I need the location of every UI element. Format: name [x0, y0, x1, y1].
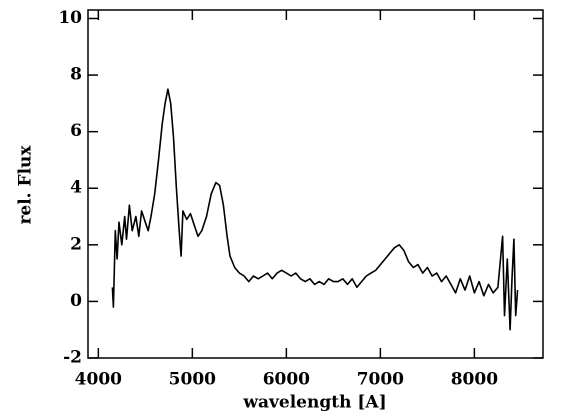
x-tick-label: 6000 [263, 370, 310, 390]
y-tick-label: 6 [70, 121, 82, 141]
y-tick-label: 4 [70, 178, 82, 198]
x-tick-label: 5000 [169, 370, 216, 390]
y-tick-label: 10 [58, 8, 82, 28]
plot-frame [87, 9, 544, 359]
y-tick-label: -2 [63, 348, 82, 368]
spectrum-line [111, 88, 519, 331]
x-tick-label: 8000 [451, 370, 498, 390]
y-tick-label: 0 [70, 291, 82, 311]
y-axis-label: rel. Flux [16, 145, 36, 225]
x-tick-label: 7000 [357, 370, 404, 390]
x-tick-label: 4000 [75, 370, 122, 390]
y-tick-label: 8 [70, 65, 82, 85]
y-tick-label: 2 [70, 234, 82, 254]
x-axis-label: wavelength [A] [242, 393, 386, 413]
